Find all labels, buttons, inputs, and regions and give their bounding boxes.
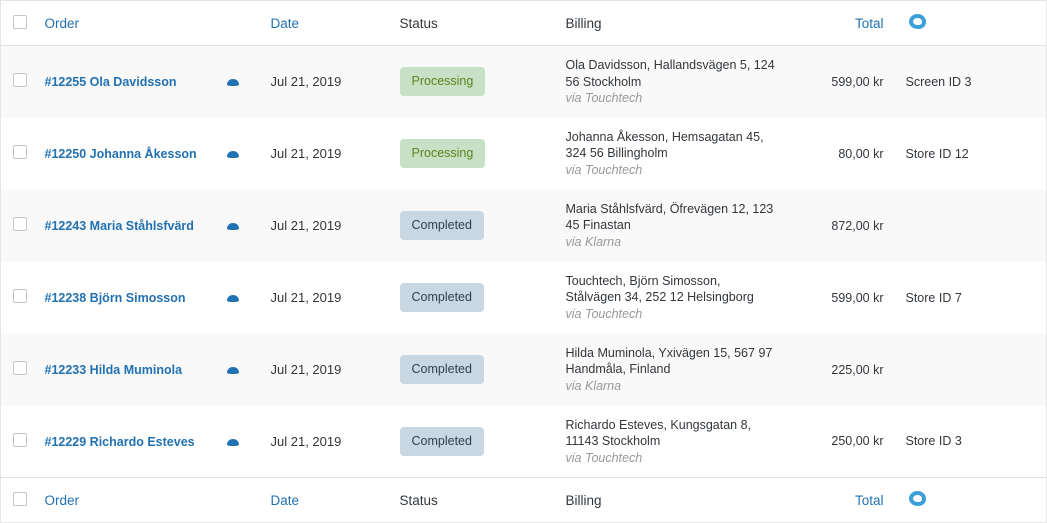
payment-method: via Touchtech: [565, 450, 643, 465]
status-badge: Completed: [399, 355, 484, 384]
billing-column-header: Billing: [565, 0, 796, 46]
billing-address: Richardo Esteves, Kungsgatan 8, 11143 St…: [565, 417, 752, 449]
status-column-header: Status: [399, 0, 566, 46]
eye-preview-icon[interactable]: [226, 438, 239, 446]
payment-method: via Klarna: [565, 378, 622, 393]
order-date: Jul 21, 2019: [270, 218, 342, 233]
store-id: Screen ID 3: [905, 74, 972, 89]
order-link[interactable]: #12238 Björn Simosson: [44, 291, 186, 305]
order-column-footer[interactable]: Order: [44, 477, 227, 523]
table-row[interactable]: #12255 Ola Davidsson Jul 21, 2019 Proces…: [0, 45, 1047, 118]
store-id: Store ID 12: [905, 146, 969, 161]
total-column-footer[interactable]: Total: [795, 477, 906, 523]
order-link[interactable]: #12250 Johanna Åkesson: [44, 147, 197, 161]
table-row[interactable]: #12238 Björn Simosson Jul 21, 2019 Compl…: [1, 262, 1047, 334]
date-column-header[interactable]: Date: [270, 0, 400, 46]
store-id: Store ID 7: [905, 290, 962, 305]
footer-row: Order Date Status Billing Total: [0, 477, 1047, 523]
payment-method: via Touchtech: [565, 162, 643, 177]
table-row[interactable]: #12233 Hilda Muminola Jul 21, 2019 Compl…: [0, 333, 1047, 406]
order-link[interactable]: #12229 Richardo Esteves: [44, 434, 195, 449]
order-date: Jul 21, 2019: [270, 290, 342, 305]
eye-preview-icon[interactable]: [226, 151, 239, 158]
order-date: Jul 21, 2019: [270, 146, 342, 161]
billing-address: Johanna Åkesson, Hemsagatan 45, 324 56 B…: [565, 129, 764, 161]
store-id: [906, 190, 1047, 262]
payment-method: via Klarna: [565, 234, 622, 249]
select-all-checkbox[interactable]: [13, 14, 27, 29]
eye-preview-icon[interactable]: [226, 223, 239, 230]
billing-address: Ola Davidsson, Hallandsvägen 5, 124 56 S…: [565, 58, 775, 89]
store-id: [906, 334, 1047, 406]
store-id: Store ID 3: [905, 434, 962, 449]
status-badge: Completed: [399, 283, 484, 312]
order-total: 599,00 kr: [831, 74, 884, 89]
date-column-footer[interactable]: Date: [270, 477, 400, 523]
payment-method: via Touchtech: [565, 306, 643, 321]
billing-address: Touchtech, Björn Simosson, Stålvägen 34,…: [565, 273, 754, 305]
order-total: 599,00 kr: [831, 290, 884, 305]
order-link[interactable]: #12233 Hilda Muminola: [44, 363, 183, 377]
order-date: Jul 21, 2019: [270, 433, 342, 449]
order-column-header[interactable]: Order: [44, 0, 227, 46]
order-link[interactable]: #12255 Ola Davidsson: [44, 75, 177, 90]
order-date: Jul 21, 2019: [270, 362, 342, 377]
store-logo-icon: [908, 14, 926, 29]
row-checkbox[interactable]: [13, 73, 27, 88]
order-total: 80,00 kr: [838, 146, 884, 161]
order-link[interactable]: #12243 Maria Ståhlsfvärd: [44, 219, 194, 233]
eye-preview-icon[interactable]: [226, 295, 239, 302]
eye-preview-icon[interactable]: [226, 79, 239, 87]
status-badge: Completed: [399, 426, 484, 456]
select-all-checkbox-footer[interactable]: [13, 491, 27, 506]
order-date: Jul 21, 2019: [270, 74, 342, 90]
row-checkbox[interactable]: [13, 289, 27, 303]
header-row: Order Date Status Billing Total: [0, 0, 1047, 46]
table-row[interactable]: #12229 Richardo Esteves Jul 21, 2019 Com…: [1, 406, 1047, 478]
total-column-header[interactable]: Total: [795, 0, 906, 46]
row-checkbox[interactable]: [13, 217, 27, 231]
order-total: 250,00 kr: [831, 434, 884, 449]
row-checkbox[interactable]: [13, 145, 27, 159]
eye-preview-icon[interactable]: [226, 367, 239, 374]
table-row[interactable]: #12250 Johanna Åkesson Jul 21, 2019 Proc…: [1, 118, 1047, 190]
status-badge: Processing: [399, 67, 486, 97]
payment-method: via Touchtech: [565, 91, 643, 105]
order-total: 872,00 kr: [831, 218, 884, 233]
status-badge: Processing: [399, 139, 486, 168]
table-row[interactable]: #12243 Maria Ståhlsfvärd Jul 21, 2019 Co…: [0, 189, 1047, 262]
row-checkbox[interactable]: [13, 432, 27, 447]
order-total: 225,00 kr: [831, 362, 884, 377]
status-badge: Completed: [399, 211, 484, 240]
store-logo-icon: [908, 491, 926, 506]
billing-column-footer: Billing: [565, 477, 796, 523]
row-checkbox[interactable]: [13, 361, 27, 375]
billing-address: Hilda Muminola, Yxivägen 15, 567 97 Hand…: [565, 345, 773, 377]
status-column-footer: Status: [399, 477, 566, 523]
billing-address: Maria Ståhlsfvärd, Öfrevägen 12, 123 45 …: [565, 201, 774, 233]
